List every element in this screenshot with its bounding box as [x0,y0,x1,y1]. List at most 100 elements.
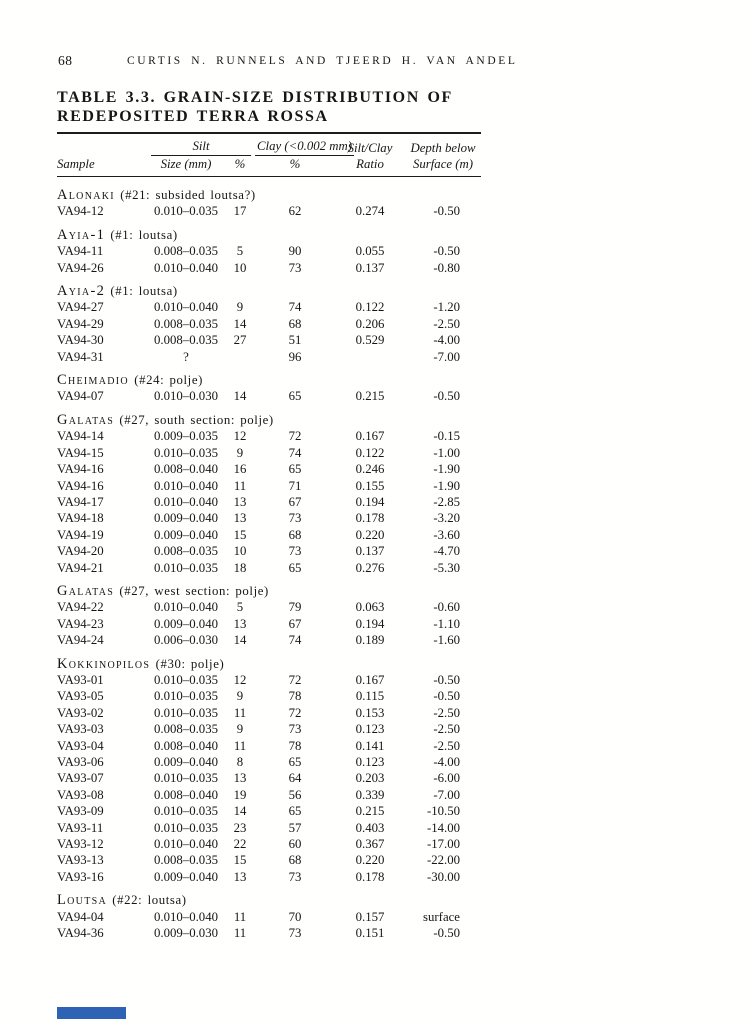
silt-clay-ratio: 0.339 [355,787,385,802]
table-row: VA93-07 0.010–0.035 13 64 0.203 -6.00 [57,770,481,786]
sample-id: VA94-23 [57,616,104,631]
depth-below-surface: -3.20 [433,511,460,526]
silt-clay-ratio: 0.276 [355,560,385,575]
running-head: CURTIS N. RUNNELS AND TJEERD H. VAN ANDE… [127,55,518,67]
depth-below-surface: -0.50 [433,204,460,219]
sample-id: VA94-16 [57,478,104,493]
sample-id: VA93-16 [57,869,104,884]
table-row: VA94-19 0.009–0.040 15 68 0.220 -3.60 [57,527,481,543]
sample-id: VA93-09 [57,804,104,819]
silt-clay-ratio: 0.167 [355,429,385,444]
section-name: Cheimadio [57,372,129,389]
section-name: Kokkinopilos [57,655,151,672]
depth-below-surface: -4.00 [433,755,460,769]
silt-size-range: 0.009–0.040 [154,869,218,884]
silt-size-range: 0.010–0.035 [154,560,218,575]
clay-percent: 73 [288,260,302,275]
section-heading: Alonaki (#21: subsided loutsa?) [57,187,481,203]
column-header-silt-size: Size (mm) [160,157,212,171]
clay-percent: 74 [288,445,302,460]
sample-id: VA93-12 [57,837,104,852]
sample-id: VA94-36 [57,926,104,941]
silt-size-range: 0.009–0.035 [154,429,218,444]
depth-below-surface: -0.50 [433,926,460,941]
silt-size-range: 0.010–0.040 [154,478,218,493]
depth-below-surface: -1.90 [433,462,460,477]
silt-percent: 14 [233,316,247,331]
clay-percent: 73 [288,511,302,526]
section-name: Ayia-2 [57,283,106,300]
depth-below-surface: -3.60 [433,527,460,542]
silt-percent: 9 [236,300,244,315]
table-row: VA94-36 0.009–0.030 11 73 0.151 -0.50 [57,925,481,941]
sample-id: VA93-04 [57,738,104,753]
silt-clay-ratio: 0.220 [355,527,385,542]
clay-percent: 65 [288,804,302,819]
silt-clay-ratio: 0.203 [355,771,385,786]
depth-below-surface: -2.85 [433,494,460,509]
silt-percent: 15 [233,853,247,868]
silt-clay-ratio: 0.141 [355,738,385,753]
section-note: (#30: polje) [150,656,225,671]
silt-percent: 5 [236,600,244,615]
clay-percent: 72 [288,705,302,720]
clay-percent: 68 [288,527,302,542]
clay-percent: 72 [288,429,302,444]
silt-percent: 15 [233,527,247,542]
silt-percent: 13 [233,771,247,786]
clay-percent: 71 [288,478,302,493]
silt-size-range: 0.010–0.040 [154,300,218,315]
table-row: VA93-08 0.008–0.040 19 56 0.339 -7.00 [57,787,481,803]
silt-percent: 11 [233,705,247,720]
column-header-ratio-line1: Silt/Clay [347,141,393,155]
silt-size-range: 0.009–0.040 [154,527,218,542]
section-note: (#1: loutsa) [105,227,178,242]
clay-percent: 74 [288,300,302,315]
section-heading: Kokkinopilos (#30: polje) [57,656,481,672]
grain-size-table: Silt Clay (<0.002 mm) Silt/Clay Depth be… [57,132,481,941]
sample-id: VA94-31 [57,349,104,364]
silt-percent: 9 [236,445,244,460]
silt-percent: 18 [233,560,247,575]
table-row: VA93-03 0.008–0.035 9 73 0.123 -2.50 [57,721,481,737]
table-title-line2: REDEPOSITED TERRA ROSSA [57,107,329,125]
clay-percent: 74 [288,633,302,648]
silt-clay-ratio: 0.367 [355,837,385,852]
sample-id: VA94-19 [57,527,104,542]
clay-percent: 73 [288,544,302,559]
depth-below-surface: -30.00 [426,869,460,884]
depth-below-surface: -0.50 [433,244,460,259]
sample-id: VA94-16 [57,462,104,477]
depth-below-surface: -0.50 [433,689,460,704]
clay-percent: 65 [288,755,302,769]
silt-clay-ratio: 0.194 [355,494,385,509]
table-row: VA93-05 0.010–0.035 9 78 0.115 -0.50 [57,688,481,704]
silt-clay-ratio: 0.178 [355,511,385,526]
depth-below-surface: -0.60 [433,600,460,615]
sample-id: VA93-07 [57,771,104,786]
column-header-ratio-line2: Ratio [356,157,384,171]
table-row: VA94-11 0.008–0.035 5 90 0.055 -0.50 [57,243,481,259]
sample-id: VA94-04 [57,909,104,924]
silt-size-range: 0.010–0.035 [154,705,218,720]
table-row: VA94-04 0.010–0.040 11 70 0.157 surface [57,909,481,925]
silt-clay-ratio: 0.215 [355,389,385,404]
depth-below-surface: -0.50 [433,672,460,687]
silt-clay-ratio: 0.529 [355,333,385,348]
table-row: VA94-15 0.010–0.035 9 74 0.122 -1.00 [57,445,481,461]
silt-percent: 13 [233,869,247,884]
silt-percent: 10 [233,544,247,559]
silt-size-range: 0.008–0.040 [154,787,218,802]
sample-id: VA94-14 [57,429,104,444]
depth-below-surface: -1.10 [433,616,460,631]
silt-clay-ratio: 0.122 [355,445,385,460]
sample-id: VA94-27 [57,300,104,315]
clay-percent: 68 [288,316,302,331]
silt-clay-ratio: 0.178 [355,869,385,884]
clay-percent: 72 [288,672,302,687]
silt-percent: 13 [233,511,247,526]
silt-size-range: 0.010–0.040 [154,260,218,275]
table-row: VA94-18 0.009–0.040 13 73 0.178 -3.20 [57,510,481,526]
depth-below-surface: -1.90 [433,478,460,493]
silt-size-range: 0.008–0.035 [154,244,218,259]
